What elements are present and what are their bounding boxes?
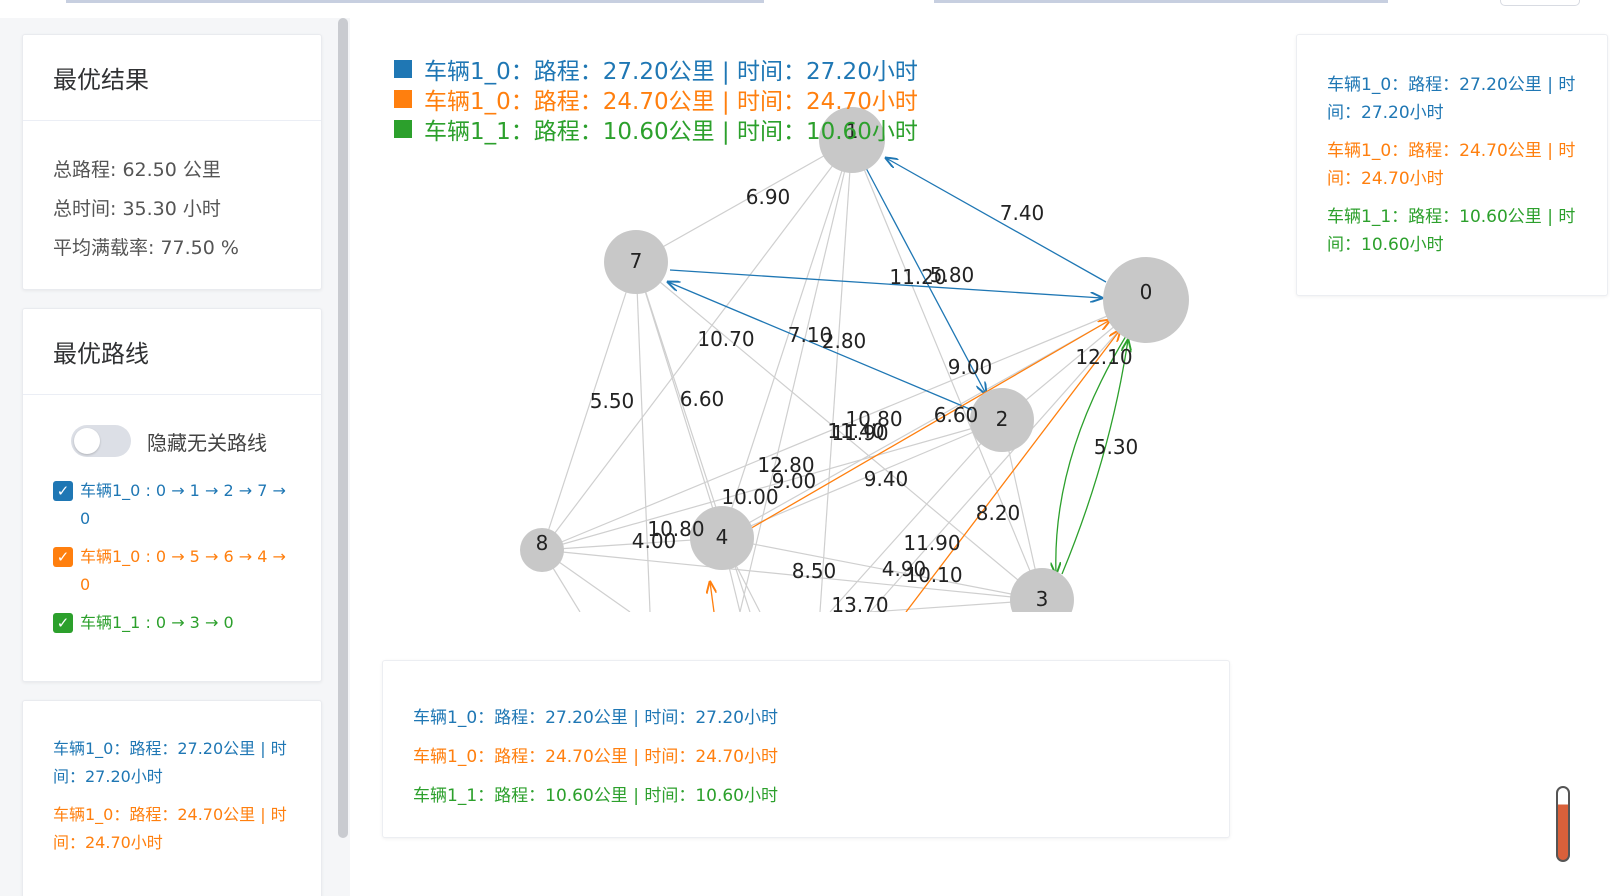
route-checkbox-item[interactable]: ✓ 车辆1_0 : 0 → 1 → 2 → 7 → 0 [23, 477, 321, 533]
graph-node[interactable] [1010, 568, 1074, 612]
graph-node[interactable] [604, 230, 668, 294]
graph-legend-item[interactable]: 车辆1_1：路程：10.60公里 | 时间：10.60小时 [394, 114, 918, 145]
graph-legend-label: 车辆1_1：路程：10.60公里 | 时间：10.60小时 [424, 119, 918, 145]
total-distance: 总路程: 62.50 公里 [53, 159, 221, 181]
graph-node[interactable] [690, 506, 754, 570]
top-tab-strip [0, 0, 1610, 18]
graph-node[interactable] [1103, 257, 1189, 343]
toggle-label: 隐藏无关路线 [147, 430, 267, 455]
average-load-rate: 平均满载率: 77.50 % [53, 237, 239, 259]
edge-label: 5.30 [1094, 435, 1139, 459]
edge-label: 12.80 [757, 453, 814, 477]
edge-label: 10.00 [721, 485, 778, 509]
edge-label: 11.90 [831, 421, 888, 445]
route-checkbox-item[interactable]: ✓ 车辆1_1 : 0 → 3 → 0 [23, 609, 321, 637]
edge-label: 11.90 [903, 531, 960, 555]
route-legend-card: 车辆1_0：路程：27.20公里 | 时间：27.20小时 车辆1_0：路程：2… [22, 700, 322, 896]
checkbox-checked-icon[interactable]: ✓ [53, 547, 73, 567]
tab-indicator-left [66, 0, 764, 3]
graph-nodes [520, 107, 1189, 612]
edge-label: 10.70 [697, 327, 754, 351]
graph-node[interactable] [970, 388, 1034, 452]
edge-label: 8.20 [976, 501, 1021, 525]
graph-node[interactable] [819, 107, 885, 173]
edge-label: 9.40 [864, 467, 909, 491]
edge-label: 8.50 [792, 559, 837, 583]
graph-legend-item[interactable]: 车辆1_0：路程：27.20公里 | 时间：27.20小时 [394, 54, 918, 85]
edge-label: 10.80 [647, 517, 704, 541]
edge-label: 7.40 [1000, 201, 1045, 225]
graph-node[interactable] [520, 528, 564, 572]
graph-node-label: 2 [996, 407, 1009, 431]
graph-node-labels: 1 7 0 2 8 4 3 [536, 119, 1153, 611]
edge-label: 5.50 [590, 389, 635, 413]
sidebar: 最优结果 总路程: 62.50 公里 总时间: 35.30 小时 平均满载率: … [0, 18, 336, 896]
vehicle-detail-line: 车辆1_0：路程：24.70公里 | 时间：24.70小时 [413, 747, 779, 767]
edge-label: 6.60 [934, 403, 979, 427]
main-panel: 1 7 0 2 8 4 3 6.90 7.40 11.20 5.80 10.70… [350, 18, 1610, 896]
tab-indicator-right [934, 0, 1388, 3]
edge-label: 7.10 [788, 323, 833, 347]
edge-label: 11.20 [889, 265, 946, 289]
result-card: 最优结果 总路程: 62.50 公里 总时间: 35.30 小时 平均满载率: … [22, 34, 322, 290]
edge-label: 6.90 [746, 185, 791, 209]
graph-node-label: 7 [630, 249, 643, 273]
route-checkbox-item[interactable]: ✓ 车辆1_0 : 0 → 5 → 6 → 4 → 0 [23, 543, 321, 599]
vehicle-summary-line: 车辆1_0：路程：27.20公里 | 时间：27.20小时 [1327, 75, 1576, 123]
page-scrollbar-thumb[interactable] [1556, 786, 1570, 862]
edge-label: 9.00 [948, 355, 993, 379]
sidebar-scrollbar[interactable] [338, 18, 348, 838]
vehicle-detail-line: 车辆1_1：路程：10.60公里 | 时间：10.60小时 [413, 786, 779, 806]
edge-label: 4.90 [882, 557, 927, 581]
edge-label: 11.40 [827, 419, 884, 443]
edge-label: 10.80 [845, 407, 902, 431]
graph-node-label: 3 [1036, 587, 1049, 611]
edge-label: 5.80 [930, 263, 975, 287]
graph-node-label: 8 [536, 531, 549, 555]
graph-legend-label: 车辆1_0：路程：24.70公里 | 时间：24.70小时 [424, 89, 918, 115]
vehicle-summary-card: 车辆1_0：路程：27.20公里 | 时间：27.20小时 车辆1_0：路程：2… [1296, 34, 1608, 296]
route-graph: 1 7 0 2 8 4 3 6.90 7.40 11.20 5.80 10.70… [520, 107, 1189, 612]
edge-label: 10.10 [905, 563, 962, 587]
edge-label: 9.00 [772, 469, 817, 493]
edge-label: 6.60 [680, 387, 725, 411]
top-right-button[interactable] [1500, 0, 1580, 6]
graph-legend-label: 车辆1_0：路程：27.20公里 | 时间：27.20小时 [424, 59, 918, 85]
graph-node-label: 1 [846, 119, 859, 143]
legend-swatch [394, 60, 412, 78]
legend-line: 车辆1_0：路程：24.70公里 | 时间：24.70小时 [53, 805, 287, 852]
vehicle-detail-line: 车辆1_0：路程：27.20公里 | 时间：27.20小时 [413, 708, 779, 728]
graph-legend-item[interactable]: 车辆1_0：路程：24.70公里 | 时间：24.70小时 [394, 84, 918, 115]
vehicle-detail-card: 车辆1_0：路程：27.20公里 | 时间：27.20小时 车辆1_0：路程：2… [382, 660, 1230, 838]
legend-swatch [394, 90, 412, 108]
route-label: 车辆1_1 : 0 → 3 → 0 [80, 613, 234, 632]
edge-label: 4.00 [632, 529, 677, 553]
route-card-title: 最优路线 [23, 309, 321, 395]
vehicle-summary-line: 车辆1_0：路程：24.70公里 | 时间：24.70小时 [1327, 141, 1576, 189]
route-card: 最优路线 隐藏无关路线 ✓ 车辆1_0 : 0 → 1 → 2 → 7 → 0 … [22, 308, 322, 682]
route-label: 车辆1_0 : 0 → 1 → 2 → 7 → 0 [80, 481, 286, 528]
total-time: 总时间: 35.30 小时 [53, 198, 221, 220]
graph-edge-labels: 6.90 7.40 11.20 5.80 10.70 7.10 2.80 12.… [590, 185, 1139, 612]
route-label: 车辆1_0 : 0 → 5 → 6 → 4 → 0 [80, 547, 286, 594]
checkbox-checked-icon[interactable]: ✓ [53, 613, 73, 633]
graph-legend: 车辆1_0：路程：27.20公里 | 时间：27.20小时 车辆1_0：路程：2… [394, 54, 918, 145]
edge-label: 2.80 [822, 329, 867, 353]
hide-unrelated-routes-toggle[interactable] [71, 425, 131, 457]
checkbox-checked-icon[interactable]: ✓ [53, 481, 73, 501]
graph-node-label: 4 [716, 525, 729, 549]
graph-node-label: 0 [1140, 280, 1153, 304]
edge-label: 12.10 [1075, 345, 1132, 369]
edge-label: 13.70 [831, 593, 888, 612]
vehicle-summary-line: 车辆1_1：路程：10.60公里 | 时间：10.60小时 [1327, 207, 1576, 255]
legend-swatch [394, 120, 412, 138]
legend-line: 车辆1_0：路程：27.20公里 | 时间：27.20小时 [53, 739, 287, 786]
result-card-title: 最优结果 [23, 35, 321, 121]
graph-edges-routes [668, 158, 1128, 612]
